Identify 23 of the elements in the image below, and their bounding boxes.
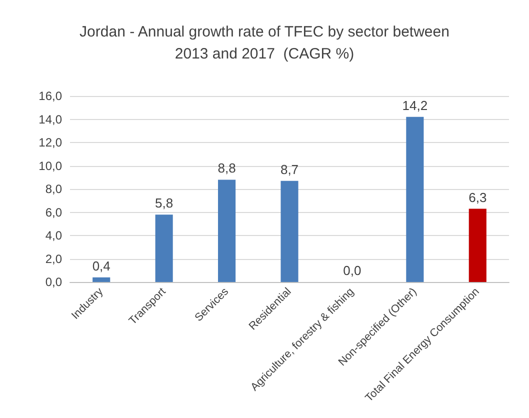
data-label: 5,8: [155, 196, 174, 211]
data-label: 8,8: [218, 160, 236, 176]
chart-title: Jordan - Annual growth rate of TFEC by sector between 2013 and 2017 (CAGR %): [80, 24, 450, 62]
data-label: 0,4: [92, 258, 110, 274]
y-tick-label: 0,0: [45, 275, 62, 289]
bar: [218, 180, 236, 282]
y-tick-label: 10,0: [38, 158, 62, 173]
data-label: 8,7: [280, 162, 299, 177]
bar: [155, 214, 173, 282]
bar: [280, 180, 298, 282]
y-tick-label: 12,0: [38, 136, 62, 150]
y-tick-label: 8,0: [45, 182, 62, 196]
y-tick-label: 16,0: [38, 89, 62, 103]
data-label: 14,2: [402, 98, 428, 113]
data-label: 0,0: [343, 263, 362, 278]
bar: [406, 116, 424, 282]
data-label: 6,3: [468, 190, 487, 205]
y-tick-label: 2,0: [45, 252, 62, 266]
bar: [92, 277, 110, 282]
y-tick-label: 14,0: [38, 112, 62, 126]
bar: [468, 208, 486, 282]
y-tick-label: 4,0: [45, 228, 62, 242]
y-tick-label: 6,0: [45, 205, 62, 220]
